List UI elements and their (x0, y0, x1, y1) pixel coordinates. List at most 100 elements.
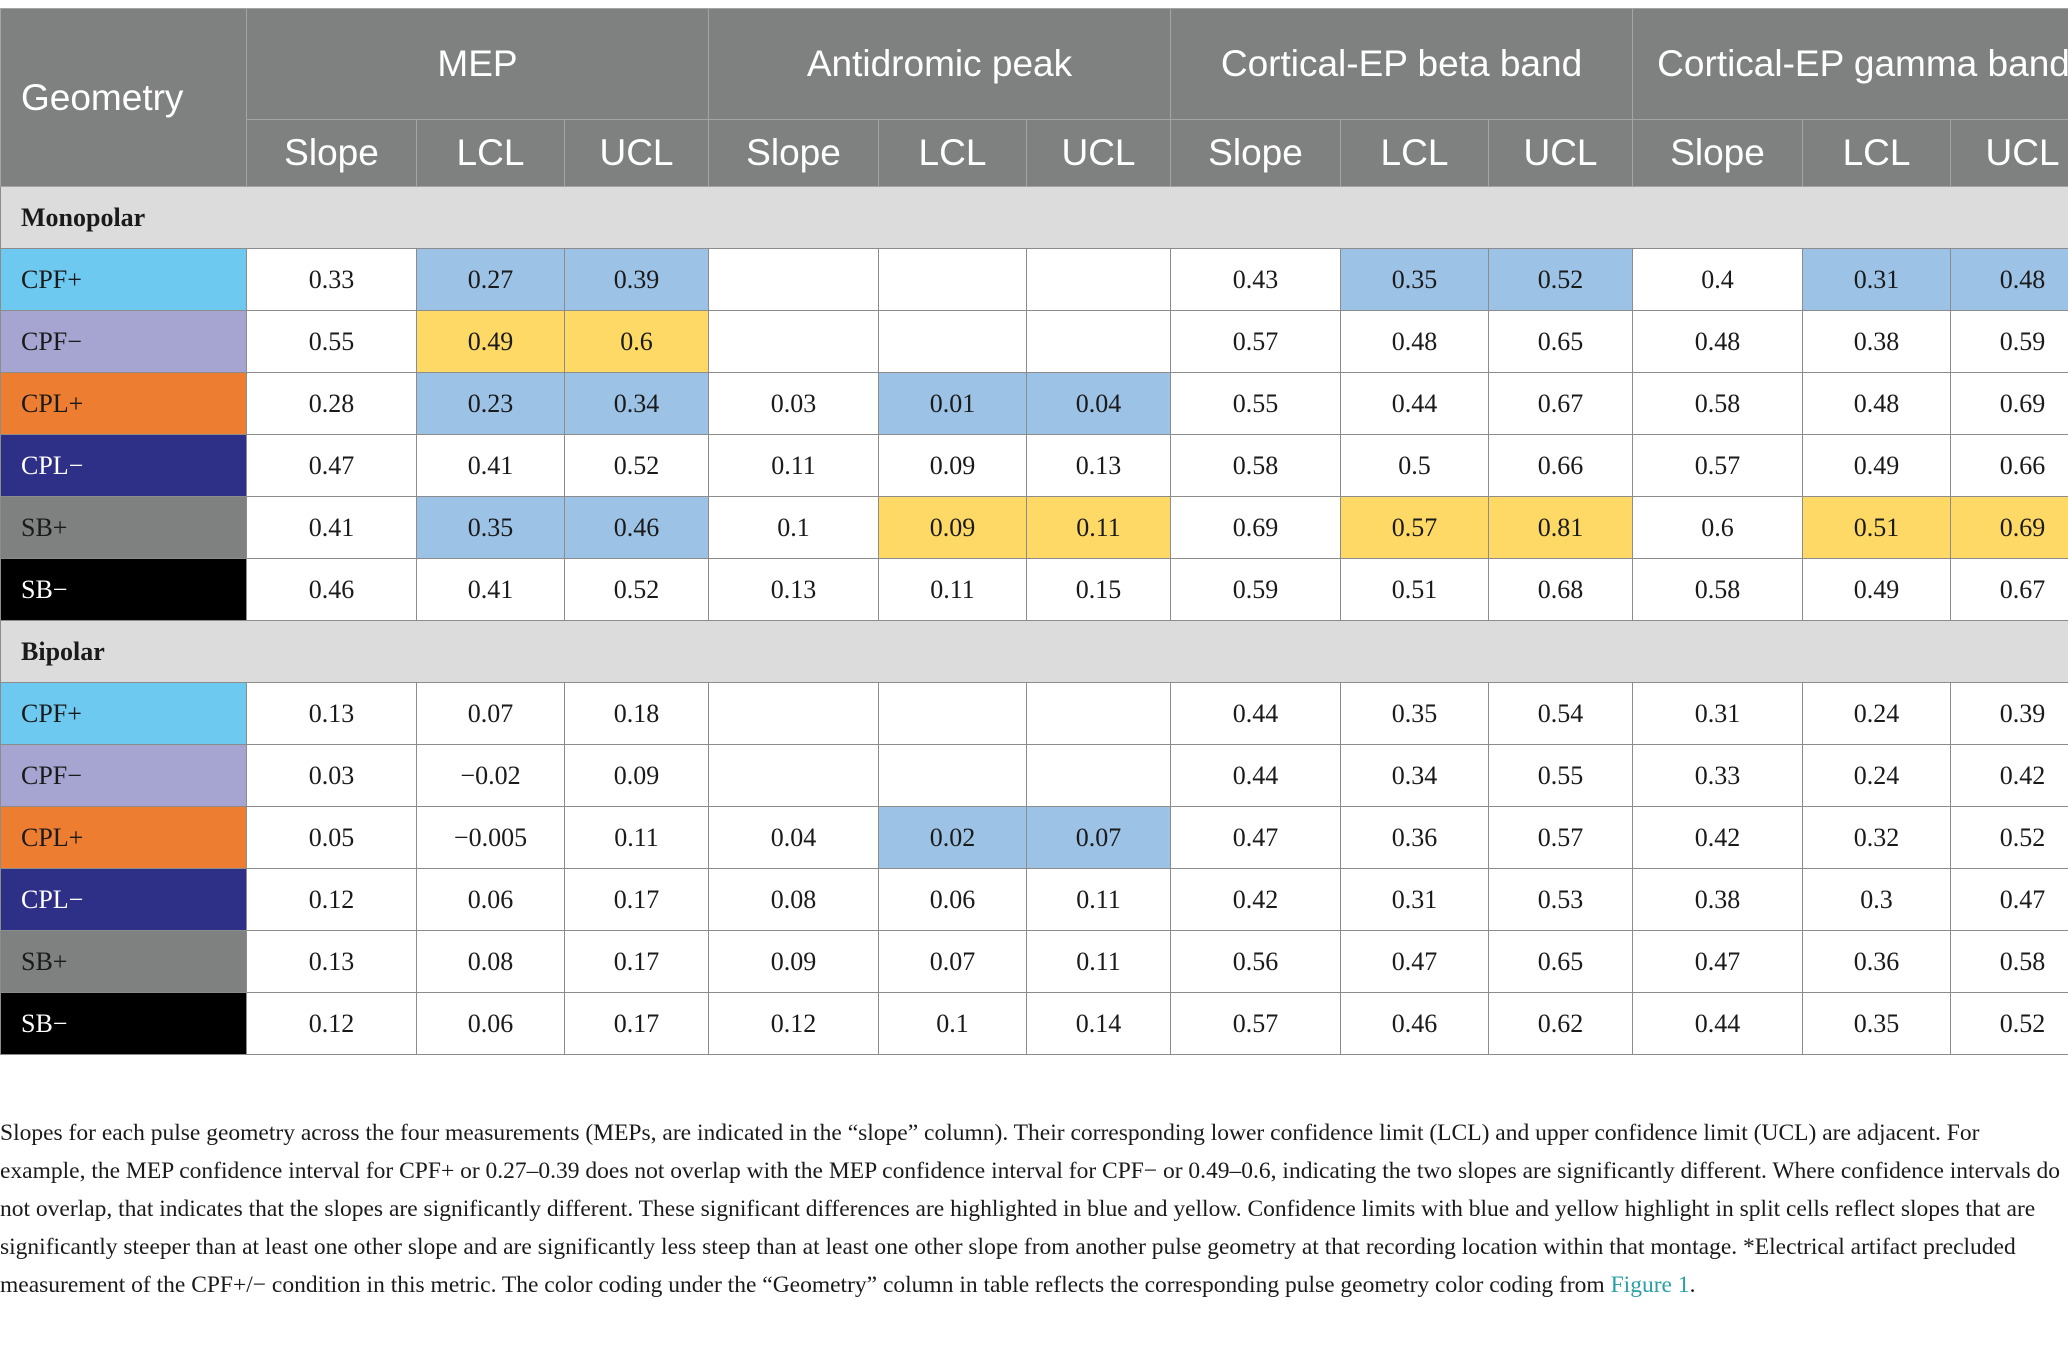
table-cell (1026, 682, 1171, 745)
table-cell: 0.24 (1802, 744, 1952, 807)
table-cell: 0.35 (1340, 248, 1489, 311)
table-cell: 0.66 (1950, 434, 2068, 497)
table-cell (878, 310, 1027, 373)
subheader-ucl: UCL (1026, 119, 1171, 187)
table-cell: 0.38 (1802, 310, 1952, 373)
table-row: SB+ 0.41 0.35 0.46 0.1 0.09 0.11 0.69 0.57 0.81 0.… (0, 496, 2068, 559)
table-cell: −0.02 (416, 744, 565, 807)
table-cell (1026, 310, 1171, 373)
table-cell: 0.44 (1340, 372, 1489, 435)
table-cell: 0.13 (1026, 434, 1171, 497)
table-cell: 0.35 (416, 496, 565, 559)
table-cell: 0.36 (1802, 930, 1952, 993)
table-cell: 0.09 (878, 496, 1027, 559)
table-cell: 0.47 (1340, 930, 1489, 993)
table-cell: 0.08 (708, 868, 879, 931)
table-cell: 0.08 (416, 930, 565, 993)
table-cell: 0.65 (1487, 930, 1634, 993)
table-cell: 0.04 (1026, 372, 1171, 435)
table-cell: 0.52 (1487, 248, 1634, 311)
table-cell: 0.11 (708, 434, 879, 497)
table-cell: 0.69 (1950, 372, 2068, 435)
table-cell (708, 310, 879, 373)
table-cell: 0.12 (246, 992, 417, 1055)
table-cell: 0.03 (246, 744, 417, 807)
table-cell: 0.42 (1170, 868, 1341, 931)
table-body: Monopolar CPF+ 0.33 0.27 0.39 0.43 0.35 0.52 0.4… (0, 186, 2068, 1055)
section-title: Bipolar (0, 620, 2068, 683)
table-cell: 0.42 (1950, 744, 2068, 807)
table-cell: 0.57 (1170, 992, 1341, 1055)
table-cell: 0.41 (246, 496, 417, 559)
table-cell: 0.33 (1632, 744, 1804, 807)
table-cell: 0.13 (708, 558, 879, 621)
table-row: CPF+ 0.13 0.07 0.18 0.44 0.35 0.54 0.31 0.24 0.39 (0, 682, 2068, 745)
table-cell (708, 682, 879, 745)
figure-link[interactable]: Figure 1 (1610, 1272, 1690, 1298)
table-cell (878, 744, 1027, 807)
table-cell: 0.35 (1802, 992, 1952, 1055)
table-cell: 0.07 (416, 682, 565, 745)
table-cell: 0.51 (1340, 558, 1489, 621)
table-row: SB− 0.46 0.41 0.52 0.13 0.11 0.15 0.59 0.51 0.68 0… (0, 558, 2068, 621)
table-cell: 0.52 (564, 558, 709, 621)
table-cell: 0.12 (246, 868, 417, 931)
table-cell: 0.5 (1340, 434, 1489, 497)
geometry-label: SB− (0, 992, 247, 1055)
table-cell: 0.13 (246, 682, 417, 745)
table-cell: 0.17 (564, 868, 709, 931)
table-cell: 0.24 (1802, 682, 1952, 745)
geometry-label: CPF− (0, 744, 247, 807)
table-cell: 0.09 (878, 434, 1027, 497)
section-title: Monopolar (0, 186, 2068, 249)
table-footnote: Slopes for each pulse geometry across th… (0, 1114, 2062, 1304)
table-cell: 0.46 (1340, 992, 1489, 1055)
table-cell: 0.59 (1170, 558, 1341, 621)
subheader-slope: Slope (1170, 119, 1341, 187)
table-cell: 0.56 (1170, 930, 1341, 993)
geometry-label: CPL+ (0, 806, 247, 869)
table-cell: 0.52 (1950, 992, 2068, 1055)
group-header-mep: MEP (246, 8, 709, 120)
group-header-beta: Cortical-EP beta band (1169, 8, 1634, 120)
footnote-text: Slopes for each pulse geometry across th… (0, 1120, 2061, 1298)
geometry-label: CPL− (0, 434, 247, 497)
table-cell: 0.48 (1340, 310, 1489, 373)
table-cell (1026, 248, 1171, 311)
table-cell: 0.58 (1950, 930, 2068, 993)
table-cell: 0.67 (1487, 372, 1634, 435)
table-cell: 0.67 (1950, 558, 2068, 621)
subheader-slope: Slope (246, 119, 417, 187)
table-cell: 0.58 (1632, 558, 1804, 621)
geometry-label: CPF+ (0, 682, 247, 745)
table-cell: 0.44 (1170, 744, 1341, 807)
table-cell: 0.66 (1487, 434, 1634, 497)
table-cell: 0.43 (1170, 248, 1341, 311)
table-cell: 0.18 (564, 682, 709, 745)
table-cell: 0.32 (1802, 806, 1952, 869)
table-cell: 0.6 (1632, 496, 1804, 559)
table-cell: 0.49 (416, 310, 565, 373)
table-cell: 0.57 (1340, 496, 1489, 559)
geometry-label: CPF+ (0, 248, 247, 311)
table-cell: 0.41 (416, 434, 565, 497)
table-cell: 0.11 (1026, 496, 1171, 559)
table-cell: 0.55 (1487, 744, 1634, 807)
table-cell (878, 682, 1027, 745)
table-cell: 0.09 (708, 930, 879, 993)
geometry-label: SB+ (0, 496, 247, 559)
table-cell: 0.34 (564, 372, 709, 435)
table-cell: 0.69 (1170, 496, 1341, 559)
table-cell: 0.41 (416, 558, 565, 621)
section-row: Monopolar (0, 186, 2068, 249)
table-cell: 0.47 (1170, 806, 1341, 869)
table-cell: 0.28 (246, 372, 417, 435)
table-cell: 0.14 (1026, 992, 1171, 1055)
table-cell: 0.11 (1026, 930, 1171, 993)
subheader-lcl: LCL (1340, 119, 1489, 187)
table-cell: 0.07 (878, 930, 1027, 993)
table-cell (878, 248, 1027, 311)
group-header-gamma: Cortical-EP gamma band (1632, 8, 2068, 120)
subheader-lcl: LCL (416, 119, 565, 187)
section-row: Bipolar (0, 620, 2068, 683)
